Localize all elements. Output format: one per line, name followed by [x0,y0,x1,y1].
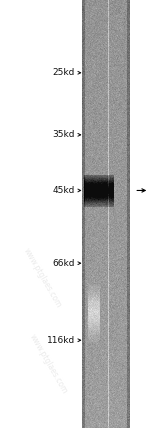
Text: 25kd: 25kd [53,68,75,77]
Text: 116kd: 116kd [47,336,75,345]
Text: www.ptglaes.com: www.ptglaes.com [27,333,69,395]
Text: 45kd: 45kd [53,186,75,195]
Text: 66kd: 66kd [52,259,75,268]
Text: 35kd: 35kd [52,130,75,140]
Text: www.ptglaes.com: www.ptglaes.com [21,247,63,309]
